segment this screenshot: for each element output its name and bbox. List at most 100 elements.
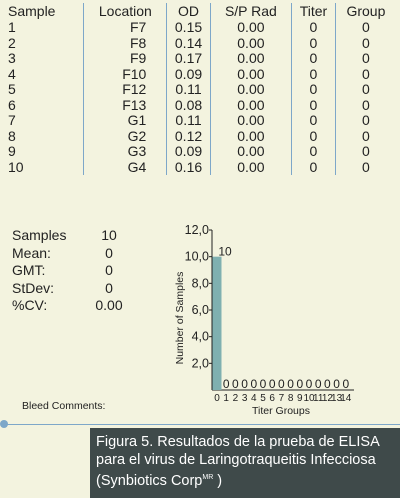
x-tick-label: 6	[269, 393, 275, 404]
col-header-group: Group	[346, 3, 386, 19]
cell-location: G4	[83, 159, 168, 175]
data-label: 0	[232, 377, 239, 391]
cell-sp-rad: 0.00	[210, 113, 293, 129]
data-label: 0	[269, 377, 276, 391]
data-label: 0	[296, 377, 303, 391]
cell-location: F12	[83, 82, 168, 98]
cell-group: 0	[362, 50, 370, 67]
caption-superscript: MR	[202, 474, 214, 481]
cell-titer: 0	[291, 20, 336, 36]
cell-location: F8	[83, 35, 168, 51]
caption-divider	[4, 424, 400, 425]
table-row: 2 F8 0.14 0.00 0 0	[4, 35, 396, 51]
cell-group: 0	[362, 96, 370, 113]
x-tick-label: 5	[260, 393, 266, 404]
cell-sample: 8	[4, 128, 85, 144]
x-tick-label: 3	[242, 393, 248, 404]
table-row: 8 G2 0.12 0.00 0 0	[4, 127, 396, 144]
caption-line-3-prefix: (Synbiotics Corp	[96, 472, 203, 489]
table-row: 10 G4 0.16 0.00 0 0	[4, 158, 396, 175]
data-label: 0	[223, 377, 230, 391]
cell-sample: 4	[4, 66, 85, 82]
cell-sp-rad: 0.00	[210, 144, 293, 160]
stat-value: 0	[105, 262, 113, 278]
caption-line-3-suffix: )	[213, 472, 223, 489]
bleed-comments-label: Bleed Comments:	[22, 400, 106, 412]
data-label: 0	[287, 377, 294, 391]
cell-sp-rad: 0.00	[210, 159, 293, 175]
x-tick-label: 0	[214, 393, 220, 404]
cell-sp-rad: 0.00	[210, 97, 293, 113]
summary-stats: Samples 10 Mean: 0 GMT: 0 StDev: 0 %CV: 0.00	[12, 227, 134, 315]
cell-location: F7	[83, 20, 168, 36]
stat-value: 0.00	[95, 297, 123, 313]
stat-value: 0	[105, 279, 113, 296]
cell-sp-rad: 0.00	[210, 20, 293, 36]
cell-sample: 2	[4, 35, 85, 51]
data-label: 0	[250, 377, 257, 391]
x-tick-label: 9	[297, 393, 303, 404]
caption-line-3: (Synbiotics CorpMR )	[96, 469, 394, 490]
cell-od: 0.09	[166, 66, 211, 82]
titer-groups-chart: 2,04,06,08,010,012,001010203040506070809…	[174, 223, 354, 417]
stat-row-cv: %CV: 0.00	[12, 297, 134, 315]
table-row: 7 G1 0.11 0.00 0 0	[4, 113, 396, 129]
table-row: 3 F9 0.17 0.00 0 0	[4, 51, 396, 67]
col-header-od: OD	[166, 3, 211, 20]
cell-sp-rad: 0.00	[210, 66, 293, 82]
x-tick-label: 1	[223, 393, 229, 404]
cell-sp-rad: 0.00	[210, 51, 293, 67]
table-row: 4 F10 0.09 0.00 0 0	[4, 65, 396, 82]
cell-group: 0	[362, 127, 370, 144]
data-label: 0	[241, 377, 248, 391]
data-label: 10	[218, 245, 232, 259]
y-tick-label: 2,0	[192, 356, 209, 370]
x-tick-label: 7	[279, 393, 285, 404]
cell-sample: 5	[4, 82, 85, 98]
stat-label: StDev:	[12, 279, 55, 296]
x-tick-label: 14	[340, 393, 352, 404]
cell-sample: 7	[4, 113, 85, 129]
cell-group: 0	[362, 158, 370, 175]
cell-od: 0.14	[166, 35, 211, 51]
y-tick-label: 12,0	[185, 223, 209, 237]
cell-sample: 3	[4, 51, 85, 67]
stat-value: 0	[105, 244, 113, 261]
x-tick-label: 2	[233, 393, 239, 404]
x-tick-label: 12	[322, 393, 334, 404]
cell-group: 0	[362, 65, 370, 82]
stat-label: GMT:	[12, 262, 46, 278]
x-tick-label: 13	[331, 393, 343, 404]
y-tick-label: 10,0	[185, 250, 209, 264]
cell-titer: 0	[291, 144, 336, 160]
data-label: 0	[333, 377, 340, 391]
cell-titer: 0	[291, 82, 336, 98]
results-table: Sample Location OD S/P Rad Titer Group 1…	[4, 3, 396, 175]
cell-sample: 10	[4, 159, 85, 175]
x-tick-label: 10	[303, 393, 315, 404]
cell-sample: 6	[4, 97, 85, 113]
y-tick-label: 4,0	[192, 330, 209, 344]
cell-od: 0.11	[166, 113, 211, 129]
col-header-sample: Sample	[4, 3, 85, 20]
stat-row-gmt: GMT: 0	[12, 262, 134, 280]
data-label: 0	[315, 377, 322, 391]
cell-location: F9	[83, 51, 168, 67]
y-axis-title: Number of Samples	[174, 272, 186, 365]
cell-titer: 0	[291, 51, 336, 67]
col-header-titer: Titer	[291, 3, 336, 20]
cell-od: 0.11	[166, 82, 211, 98]
x-tick-label: 11	[313, 393, 324, 404]
cell-sample: 9	[4, 144, 85, 160]
data-label: 0	[260, 377, 267, 391]
col-header-sp-rad: S/P Rad	[210, 3, 293, 20]
cell-titer: 0	[291, 128, 336, 144]
elisa-results-panel: Sample Location OD S/P Rad Titer Group 1…	[4, 3, 396, 417]
x-axis-title: Titer Groups	[252, 405, 310, 417]
cell-group: 0	[362, 143, 370, 160]
cell-location: F13	[83, 97, 168, 113]
data-label: 0	[306, 377, 313, 391]
divider-dot	[0, 420, 8, 428]
cell-od: 0.08	[166, 97, 211, 113]
cell-group: 0	[362, 81, 370, 98]
